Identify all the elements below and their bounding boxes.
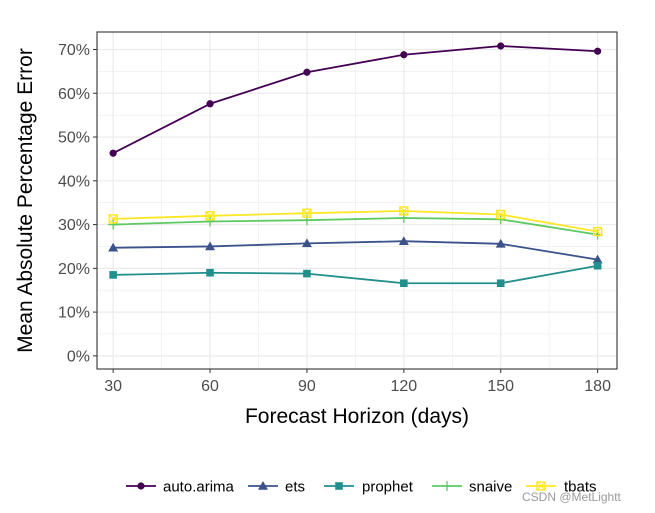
data-point [400,51,408,59]
legend-key-marker [442,481,452,491]
square-x-d2 [536,481,546,491]
series-line [113,210,598,233]
square-x-box [108,214,118,224]
x-tick-label: 120 [390,378,417,395]
data-point [302,208,312,218]
data-point [205,241,216,251]
square-x-box [205,211,215,221]
series-line [113,264,598,285]
square-x-box [536,481,546,491]
major-gridlines [97,32,617,369]
data-point [398,236,409,245]
legend[interactable]: auto.arima ets prophet snaive tbats [126,479,597,496]
y-tick-label: 50% [58,130,90,147]
legend-item-ets[interactable]: ets [248,479,305,496]
data-point [594,47,602,55]
x-tick-label: 150 [487,378,514,395]
data-point [303,68,311,76]
data-point [205,216,216,227]
series-line [113,240,598,261]
x-axis-ticks: 30 60 90 120 150 180 [104,369,611,395]
data-point [399,206,409,216]
y-tick-label: 40% [58,173,90,190]
plot-panel-border [96,31,618,370]
series-layer [108,42,603,288]
series-tbats [108,206,603,237]
data-point [496,209,506,220]
square-x-d2 [205,211,215,221]
data-point [205,211,215,221]
data-point [497,42,505,50]
series-ets [108,236,603,264]
series-line [112,45,598,155]
data-point [108,242,119,252]
legend-item-auto-arima[interactable]: auto.arima [126,479,235,496]
data-point [496,279,505,288]
watermark-text: CSDN @MetLightt [522,490,622,504]
y-tick-label: 10% [58,305,90,322]
data-point [109,149,117,157]
legend-label: auto.arima [163,479,235,496]
series-snaive [108,213,603,240]
data-point [206,268,214,277]
square-x-box [496,209,506,220]
y-axis-ticks: 0% 10% 20% 30% 40% 50% 60% 70% [58,42,97,365]
x-tick-label: 60 [201,378,219,395]
data-point [592,254,603,264]
y-tick-label: 70% [58,42,90,59]
y-tick-label: 60% [58,86,90,103]
minor-gridlines [97,32,617,369]
legend-key-marker [137,482,145,490]
y-tick-label: 30% [58,217,90,234]
y-tick-label: 0% [67,348,90,365]
legend-label: snaive [469,479,512,496]
series-auto-arima [109,42,602,157]
legend-label: ets [285,479,305,496]
square-x-d2 [302,208,312,218]
series-prophet [109,261,602,288]
data-point [593,261,602,270]
square-x-box [592,226,603,237]
square-x-d2 [593,227,603,236]
legend-key-marker [536,481,546,491]
data-point [400,279,408,288]
legend-item-prophet[interactable]: prophet [324,479,414,496]
series-line [113,217,598,236]
data-point [303,269,311,278]
data-point [495,214,506,225]
y-axis-title: Mean Absolute Percentage Error [14,48,37,353]
y-tick-label: 20% [58,261,90,278]
x-tick-label: 30 [104,378,122,395]
square-x-d2 [399,206,409,216]
x-tick-label: 90 [298,378,316,395]
legend-key-marker [335,482,343,490]
square-x-box [302,208,312,218]
square-x-d2 [496,210,506,219]
legend-key-marker [258,481,268,490]
x-axis-title: Forecast Horizon (days) [245,405,469,428]
legend-item-tbats[interactable]: tbats [526,479,597,496]
x-tick-label: 180 [584,378,611,395]
square-x-d2 [108,214,118,224]
data-point [301,238,312,248]
data-point [592,226,603,237]
square-x-box [399,206,409,216]
legend-label: prophet [362,479,414,496]
data-point [206,100,214,108]
data-point [109,271,117,279]
data-point [108,219,119,230]
legend-label: tbats [564,479,597,496]
data-point [495,238,506,248]
legend-item-snaive[interactable]: snaive [432,479,512,496]
data-point [108,214,118,224]
